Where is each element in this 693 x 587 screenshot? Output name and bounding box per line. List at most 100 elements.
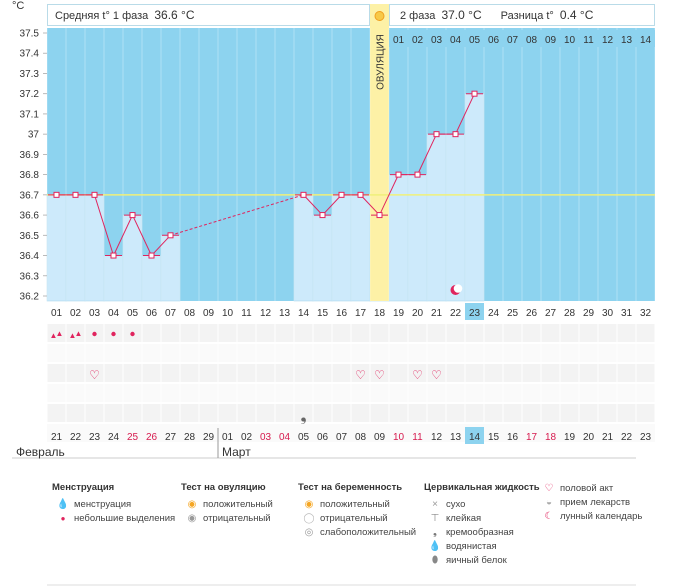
pregnancy-test-negative-icon: ◯ [303, 513, 315, 524]
cycle-day-label: 22 [450, 308, 462, 319]
postovulation-day-label: 07 [507, 35, 519, 46]
y-tick-label: 36.6 [20, 211, 40, 222]
y-tick-label: 37.5 [20, 29, 40, 40]
month-march: Март [222, 445, 251, 459]
creamy-icon: ❟ [433, 527, 437, 538]
date-label: 23 [89, 432, 101, 443]
temp-line-dashed [170, 194, 304, 236]
cycle-day-label: 04 [108, 308, 120, 319]
postovulation-day-cell [465, 30, 484, 47]
temp-diff-value: 0.4 °C [559, 8, 594, 22]
cycle-day-label: 19 [393, 308, 405, 319]
temp-point [395, 171, 402, 178]
cycle-day-label: 01 [51, 308, 63, 319]
menstruation-drop-icon: ▲ [56, 329, 64, 338]
y-tick-label: 36.5 [20, 231, 40, 242]
temp-line [322, 194, 342, 216]
legend-item: 💧 менструация [56, 499, 132, 510]
temp-diff-label: Разница t° [500, 10, 554, 22]
legend-item: ◉ отрицательный [181, 512, 273, 526]
temp-point [300, 191, 307, 198]
pill-icon: ◒ [545, 497, 553, 508]
temp-point [53, 191, 60, 198]
date-label: 28 [184, 432, 196, 443]
ovulation-column [370, 4, 389, 301]
legend-item: ◉ положительный [181, 498, 273, 512]
legend-item: ◉ положительный [298, 498, 416, 512]
egg-white-icon: ⬮ [431, 555, 439, 566]
pregnancy-test-positive-icon: ◉ [304, 499, 314, 510]
temp-bar [407, 174, 428, 302]
cycle-day-label: 14 [298, 308, 310, 319]
date-label: 25 [127, 432, 139, 443]
cycle-day-label: 06 [146, 308, 158, 319]
postovulation-day-cell [503, 30, 522, 47]
postovulation-day-label: 05 [469, 35, 481, 46]
postovulation-day-cell [446, 30, 465, 47]
temp-point [319, 212, 326, 219]
cycle-day-label: 18 [374, 308, 386, 319]
temp-line [94, 194, 114, 256]
unit-label: °C [12, 0, 25, 12]
temp-bar [350, 194, 371, 302]
legend-item: × сухо [424, 498, 540, 512]
cycle-day-label: 09 [203, 308, 215, 319]
cycle-day-label: 27 [545, 308, 557, 319]
temp-line [360, 194, 380, 216]
temp-bar [160, 235, 181, 302]
intercourse-heart-icon: ♡ [431, 368, 442, 382]
menstruation-drop-icon: ▲ [69, 331, 77, 340]
legend-pregnancy-test: Тест на беременность ◉ положительный ◯ отр… [298, 482, 416, 540]
date-label: 05 [298, 432, 310, 443]
postovulation-day-cell [636, 30, 655, 47]
date-label: 17 [526, 432, 538, 443]
cycle-day-label: 07 [165, 308, 177, 319]
cycle-day-label: 24 [488, 308, 500, 319]
menstruation-icon: 💧 [56, 499, 70, 510]
cycle-day-label: 28 [564, 308, 576, 319]
y-tick-label: 37.2 [20, 89, 40, 100]
temp-point [338, 191, 345, 198]
date-label: 22 [621, 432, 633, 443]
month-february: Февраль [16, 445, 65, 459]
postovulation-day-label: 10 [564, 35, 576, 46]
date-label: 16 [507, 432, 519, 443]
temp-point [129, 212, 136, 219]
phase1-summary: Средняя t° 1 фаза 36.6 °C [47, 4, 370, 26]
current-date-highlight [465, 427, 484, 444]
temp-bar [141, 255, 162, 302]
legend-cervical: Цервикальная жидкость × сухо ⊤ клейкая ❟ кр… [424, 482, 540, 568]
intercourse-heart-icon: ♡ [374, 368, 385, 382]
y-tick-label: 37.4 [20, 49, 40, 60]
postovulation-day-label: 13 [621, 35, 633, 46]
temp-point [148, 252, 155, 259]
cycle-day-label: 10 [222, 308, 234, 319]
spotting-icon: ● [60, 514, 66, 523]
postovulation-day-label: 01 [393, 35, 405, 46]
date-label: 27 [165, 432, 177, 443]
legend-item: ◯ отрицательный [303, 513, 388, 524]
date-label: 15 [488, 432, 500, 443]
watery-icon: 💧 [428, 541, 442, 552]
postovulation-day-cell [560, 30, 579, 47]
cycle-day-label: 08 [184, 308, 196, 319]
ovulation-test-negative-icon: ◉ [187, 513, 197, 524]
cycle-day-label: 20 [412, 308, 424, 319]
temp-line [379, 174, 399, 216]
spotting-drop-icon [130, 331, 135, 337]
temp-line [151, 234, 171, 256]
date-label: 10 [393, 432, 405, 443]
temp-point [433, 131, 440, 138]
moon-icon: ☾ [544, 511, 554, 522]
cervical-creamy-icon: ❟ [300, 408, 306, 425]
temp-bar [312, 214, 333, 302]
date-label: 13 [450, 432, 462, 443]
cycle-day-label: 32 [640, 308, 652, 319]
temp-bar [122, 214, 143, 302]
y-tick-label: 36.4 [20, 251, 40, 262]
date-label: 21 [51, 432, 63, 443]
temp-point [452, 131, 459, 138]
legend-title: Цервикальная жидкость [424, 482, 540, 493]
cycle-day-label: 02 [70, 308, 82, 319]
date-label: 07 [336, 432, 348, 443]
